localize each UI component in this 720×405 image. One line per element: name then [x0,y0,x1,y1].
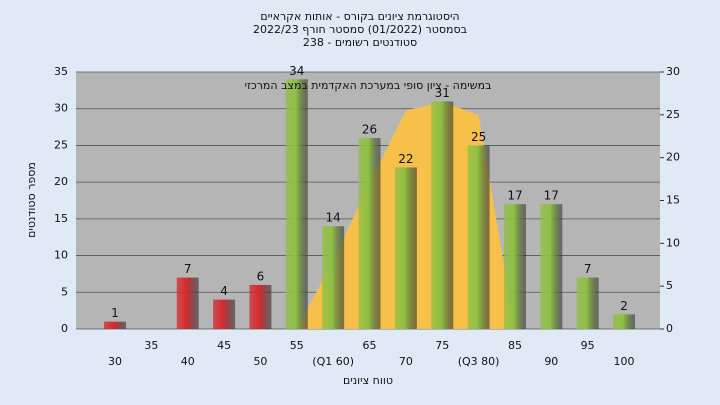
y2-tick-label: 20 [666,151,680,164]
x-tick-label: 45 [217,339,231,352]
y-tick-label: 5 [61,285,68,298]
x-tick-label: 90 [544,355,558,368]
bar [213,299,236,329]
y2-tick-label: 0 [666,322,673,335]
x-tick-label: 35 [144,339,158,352]
y-tick-label: 20 [54,175,68,188]
bar [285,79,308,329]
value-label: 17 [544,189,559,203]
value-label: 14 [326,211,341,225]
y-tick-label: 25 [54,138,68,151]
value-label: 31 [435,86,450,100]
value-label: 7 [584,262,592,276]
bar [394,167,417,329]
chart-subtitle: בסמסטר (01/2022) סמסטר חורף 2022/23 [253,23,467,36]
chart-subtitle: סטודנטים רשומים - 238 [303,36,417,49]
x-tick-label: 75 [435,339,449,352]
bar [540,204,563,329]
x-tick-label: 50 [253,355,267,368]
x-tick-label: 85 [508,339,522,352]
y-tick-label: 0 [61,322,68,335]
y2-tick-label: 10 [666,236,680,249]
y-axis-label: מספר סטודנטים [25,162,38,238]
value-label: 34 [289,64,304,78]
y-tick-label: 15 [54,212,68,225]
value-label: 25 [471,130,486,144]
bar [613,314,636,329]
x-tick-label: 65 [363,339,377,352]
x-tick-label: (Q1 60) [312,355,354,368]
x-tick-label: 40 [181,355,195,368]
chart-title: היסטוגרמת ציונים בקורס - אותות אקראיים [260,10,459,23]
value-label: 2 [620,299,628,313]
bar [322,226,345,329]
x-tick-label: 70 [399,355,413,368]
x-tick-label: 95 [581,339,595,352]
y2-tick-label: 30 [666,65,680,78]
x-tick-label: 55 [290,339,304,352]
x-tick-label: (Q3 80) [458,355,500,368]
y-tick-label: 35 [54,65,68,78]
bar [358,138,381,329]
bar [176,277,199,329]
bar [503,204,526,329]
bar [249,284,272,329]
y2-tick-label: 15 [666,194,680,207]
y-tick-label: 30 [54,102,68,115]
value-label: 7 [184,262,192,276]
bar [104,321,126,329]
value-label: 17 [507,189,522,203]
x-tick-label: 100 [614,355,635,368]
value-label: 1 [111,306,119,320]
x-tick-label: 30 [108,355,122,368]
value-label: 4 [220,284,228,298]
y2-tick-label: 25 [666,108,680,121]
y-tick-label: 10 [54,249,68,262]
value-label: 26 [362,123,377,137]
y2-tick-label: 5 [666,279,673,292]
bar [431,101,454,329]
bar [576,277,599,329]
annotation: במשימה - ציון סופי במערכת האקדמית במצב ה… [245,79,492,92]
bar [467,145,490,329]
value-label: 6 [257,269,265,283]
x-axis-label: טווח ציונים [343,374,393,387]
value-label: 22 [398,152,413,166]
